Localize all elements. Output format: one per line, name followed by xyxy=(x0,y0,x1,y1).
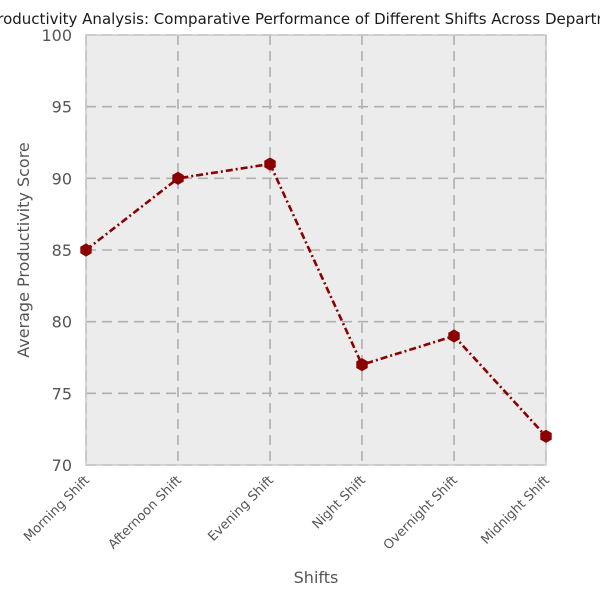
chart-title: Productivity Analysis: Comparative Perfo… xyxy=(0,10,600,28)
data-points xyxy=(80,157,552,443)
y-tick-label: 95 xyxy=(52,98,72,117)
x-axis-ticks: Morning Shift Afternoon Shift Evening Shif… xyxy=(21,473,553,553)
x-tick-label: Afternoon Shift xyxy=(106,473,185,552)
x-tick-label: Midnight Shift xyxy=(478,473,552,547)
series-line xyxy=(85,162,547,438)
data-point xyxy=(540,429,552,443)
y-tick-label: 85 xyxy=(52,241,72,260)
x-axis-label: Shifts xyxy=(294,568,339,587)
x-tick-label: Night Shift xyxy=(310,473,369,532)
data-point xyxy=(172,171,184,185)
y-tick-label: 70 xyxy=(52,456,72,475)
x-tick-label: Morning Shift xyxy=(21,473,93,545)
y-tick-label: 100 xyxy=(41,26,72,45)
y-tick-label: 80 xyxy=(52,313,72,332)
data-point xyxy=(356,358,368,372)
x-tick-label: Evening Shift xyxy=(205,473,276,544)
data-point xyxy=(448,329,460,343)
y-axis-label: Average Productivity Score xyxy=(14,142,33,358)
x-tick-label: Overnight Shift xyxy=(381,473,461,553)
y-tick-label: 75 xyxy=(52,384,72,403)
data-point xyxy=(80,243,92,257)
y-tick-label: 90 xyxy=(52,169,72,188)
y-axis-ticks: 70 75 80 85 90 95 100 xyxy=(41,26,72,475)
data-point xyxy=(264,157,276,171)
